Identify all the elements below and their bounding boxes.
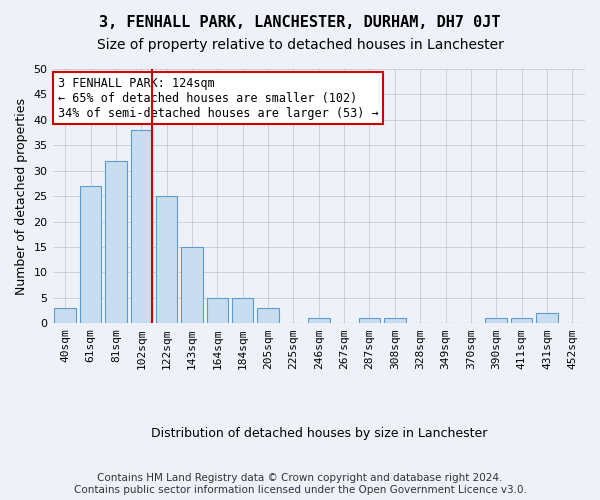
- Bar: [359, 318, 380, 324]
- Y-axis label: Number of detached properties: Number of detached properties: [15, 98, 28, 294]
- Text: Contains HM Land Registry data © Crown copyright and database right 2024.
Contai: Contains HM Land Registry data © Crown c…: [74, 474, 526, 495]
- X-axis label: Distribution of detached houses by size in Lanchester: Distribution of detached houses by size …: [151, 427, 487, 440]
- Text: 3 FENHALL PARK: 124sqm
← 65% of detached houses are smaller (102)
34% of semi-de: 3 FENHALL PARK: 124sqm ← 65% of detached…: [58, 76, 379, 120]
- Bar: [257, 308, 279, 324]
- Bar: [511, 318, 532, 324]
- Text: Size of property relative to detached houses in Lanchester: Size of property relative to detached ho…: [97, 38, 503, 52]
- Bar: [80, 186, 101, 324]
- Text: 3, FENHALL PARK, LANCHESTER, DURHAM, DH7 0JT: 3, FENHALL PARK, LANCHESTER, DURHAM, DH7…: [99, 15, 501, 30]
- Bar: [384, 318, 406, 324]
- Bar: [156, 196, 178, 324]
- Bar: [536, 313, 558, 324]
- Bar: [131, 130, 152, 324]
- Bar: [105, 160, 127, 324]
- Bar: [232, 298, 253, 324]
- Bar: [485, 318, 507, 324]
- Bar: [206, 298, 228, 324]
- Bar: [55, 308, 76, 324]
- Bar: [181, 247, 203, 324]
- Bar: [308, 318, 329, 324]
